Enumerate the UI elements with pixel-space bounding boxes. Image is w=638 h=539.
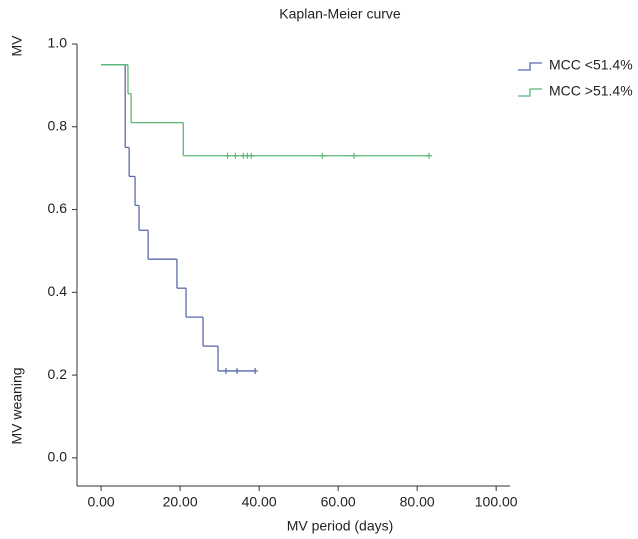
censor-mark xyxy=(248,152,255,159)
y-axis-label-top: MV xyxy=(9,35,25,57)
x-tick-label: 60.00 xyxy=(321,494,356,510)
censor-mark xyxy=(426,152,433,159)
censor-mark xyxy=(350,152,357,159)
chart-title: Kaplan-Meier curve xyxy=(279,6,401,22)
x-tick-label: 20.00 xyxy=(163,494,198,510)
y-tick-label: 0.6 xyxy=(48,200,68,216)
y-tick-label: 0.4 xyxy=(48,283,68,299)
censor-mark xyxy=(222,367,229,374)
censor-mark xyxy=(319,152,326,159)
x-tick-label: 0.00 xyxy=(87,494,114,510)
x-axis-label: MV period (days) xyxy=(287,518,394,534)
x-tick-label: 40.00 xyxy=(242,494,277,510)
censor-mark xyxy=(252,367,259,374)
y-tick-label: 1.0 xyxy=(48,35,68,51)
y-tick-label: 0.2 xyxy=(48,366,68,382)
x-tick-label: 80.00 xyxy=(400,494,435,510)
y-axis-label: MV weaning xyxy=(9,367,25,444)
legend-label: MCC <51.4% xyxy=(549,57,633,73)
censor-mark xyxy=(234,367,241,374)
legend-swatch xyxy=(518,62,542,71)
y-tick-label: 0.8 xyxy=(48,117,68,133)
y-tick-label: 0.0 xyxy=(48,449,68,465)
censor-mark xyxy=(224,152,231,159)
censor-mark xyxy=(232,152,239,159)
legend-label: MCC >51.4% xyxy=(549,83,633,99)
legend-swatch xyxy=(518,88,542,97)
x-tick-label: 100.00 xyxy=(475,494,518,510)
